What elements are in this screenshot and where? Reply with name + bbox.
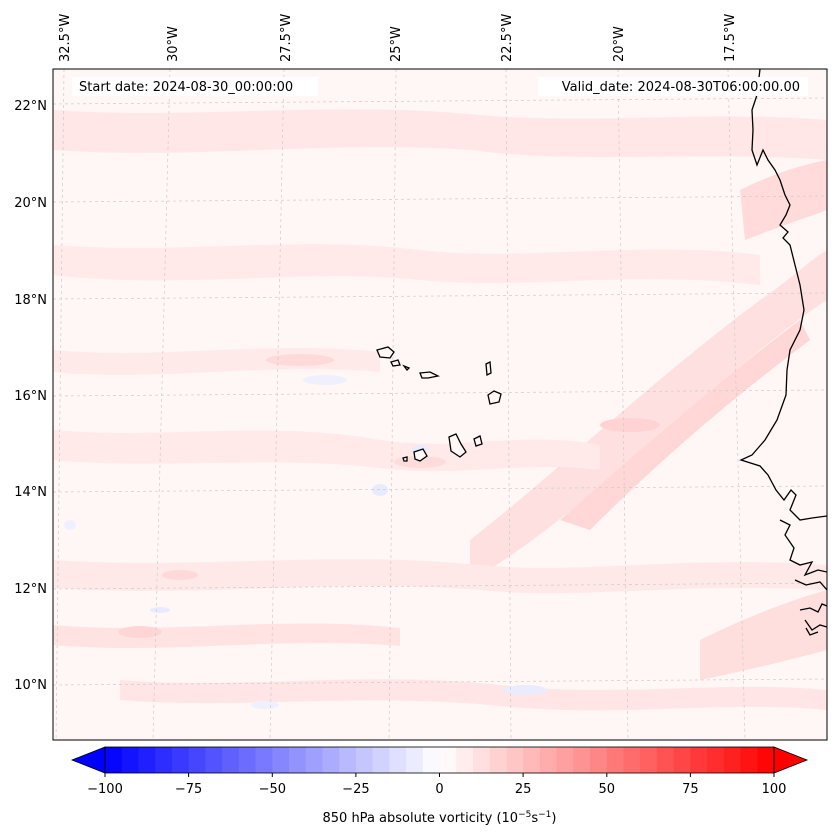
colorbar-swatch — [439, 747, 457, 773]
lat-label-12n: 12°N — [14, 582, 47, 597]
cb-tick-neg75: −75 — [175, 782, 202, 797]
colorbar-label: 850 hPa absolute vorticity (10−5s−1) — [323, 810, 557, 826]
lon-label-22-5w: 22.5°W — [500, 14, 515, 62]
colorbar-swatches — [105, 747, 775, 773]
colorbar-tick-labels: −100 −75 −50 −25 0 25 50 75 100 — [87, 782, 786, 797]
colorbar-swatch — [590, 747, 608, 773]
cb-tick-100: 100 — [762, 782, 787, 797]
start-date-box — [72, 77, 318, 96]
colorbar-swatch — [255, 747, 273, 773]
colorbar-swatch — [188, 747, 206, 773]
lon-label-20w: 20°W — [612, 26, 627, 62]
valid-date-box — [538, 77, 808, 96]
colorbar-swatch — [489, 747, 508, 773]
colorbar-swatch — [523, 747, 541, 773]
map-panel: Start date: 2024-08-30_00:00:00 Valid_da… — [53, 69, 827, 740]
colorbar-swatch — [456, 747, 474, 773]
colorbar-label-suffix: ) — [551, 811, 556, 826]
colorbar-swatch — [372, 747, 390, 773]
colorbar-swatch — [305, 747, 324, 773]
colorbar-swatch — [690, 747, 708, 773]
graticule — [53, 69, 827, 740]
colorbar-label-prefix: 850 hPa absolute vorticity (10 — [323, 811, 519, 826]
lon-label-30w: 30°W — [166, 26, 181, 62]
colorbar-swatch — [539, 747, 558, 773]
cb-tick-neg25: −25 — [342, 782, 369, 797]
cb-tick-0: 0 — [435, 782, 443, 797]
valid-date-label: Valid_date: 2024-08-30T06:00:00.00 — [562, 80, 800, 95]
colorbar-swatch — [288, 747, 307, 773]
colorbar-swatch — [238, 747, 257, 773]
lat-label-20n: 20°N — [14, 196, 47, 211]
colorbar-swatch — [406, 747, 424, 773]
colorbar-swatch — [640, 747, 658, 773]
lon-label-17-5w: 17.5°W — [723, 14, 738, 62]
cape-verde-islands — [376, 346, 502, 462]
colorbar-swatch — [723, 747, 742, 773]
lon-label-32-5w: 32.5°W — [58, 14, 73, 62]
cb-tick-50: 50 — [599, 782, 616, 797]
colorbar-label-exp1: −5 — [518, 810, 531, 820]
colorbar: −100 −75 −50 −25 0 25 50 75 100 850 hPa … — [70, 746, 809, 826]
colorbar-swatch — [757, 747, 775, 773]
colorbar-swatch — [556, 747, 574, 773]
colorbar-swatch — [623, 747, 641, 773]
colorbar-swatch — [155, 747, 173, 773]
colorbar-swatch — [205, 747, 223, 773]
lon-label-27-5w: 27.5°W — [279, 14, 294, 62]
start-date-label: Start date: 2024-08-30_00:00:00 — [79, 80, 293, 95]
longitude-labels: 32.5°W 30°W 27.5°W 25°W 22.5°W 20°W 17.5… — [58, 14, 738, 62]
colorbar-swatch — [339, 747, 357, 773]
colorbar-extend-high — [773, 746, 809, 774]
colorbar-ticks — [104, 773, 775, 777]
colorbar-swatch — [171, 747, 190, 773]
colorbar-swatch — [472, 747, 491, 773]
colorbar-extend-low — [70, 746, 106, 774]
colorbar-swatch — [222, 747, 240, 773]
vorticity-field — [53, 109, 827, 711]
lat-label-10n: 10°N — [14, 678, 47, 693]
colorbar-swatch — [707, 747, 725, 773]
lon-label-25w: 25°W — [389, 26, 404, 62]
colorbar-swatch — [355, 747, 374, 773]
cb-tick-25: 25 — [515, 782, 532, 797]
cb-tick-neg100: −100 — [87, 782, 123, 797]
lat-label-22n: 22°N — [14, 99, 47, 114]
latitude-labels: 22°N 20°N 18°N 16°N 14°N 12°N 10°N — [14, 99, 47, 693]
colorbar-swatch — [272, 747, 290, 773]
lat-label-14n: 14°N — [14, 485, 47, 500]
cb-tick-75: 75 — [682, 782, 699, 797]
africa-coastline — [739, 69, 827, 636]
lat-label-18n: 18°N — [14, 293, 47, 308]
colorbar-label-unit: s — [531, 811, 538, 826]
lat-label-16n: 16°N — [14, 389, 47, 404]
colorbar-swatch — [606, 747, 625, 773]
map-frame — [52, 68, 828, 741]
colorbar-swatch — [389, 747, 407, 773]
colorbar-swatch — [322, 747, 340, 773]
colorbar-swatch — [573, 747, 591, 773]
colorbar-swatch — [506, 747, 524, 773]
colorbar-swatch — [105, 747, 123, 773]
colorbar-swatch — [121, 747, 140, 773]
colorbar-swatch — [673, 747, 691, 773]
cb-tick-neg50: −50 — [259, 782, 286, 797]
colorbar-swatch — [656, 747, 675, 773]
colorbar-swatch — [422, 747, 441, 773]
colorbar-swatch — [138, 747, 156, 773]
colorbar-swatch — [740, 747, 758, 773]
colorbar-label-exp2: −1 — [538, 810, 551, 820]
